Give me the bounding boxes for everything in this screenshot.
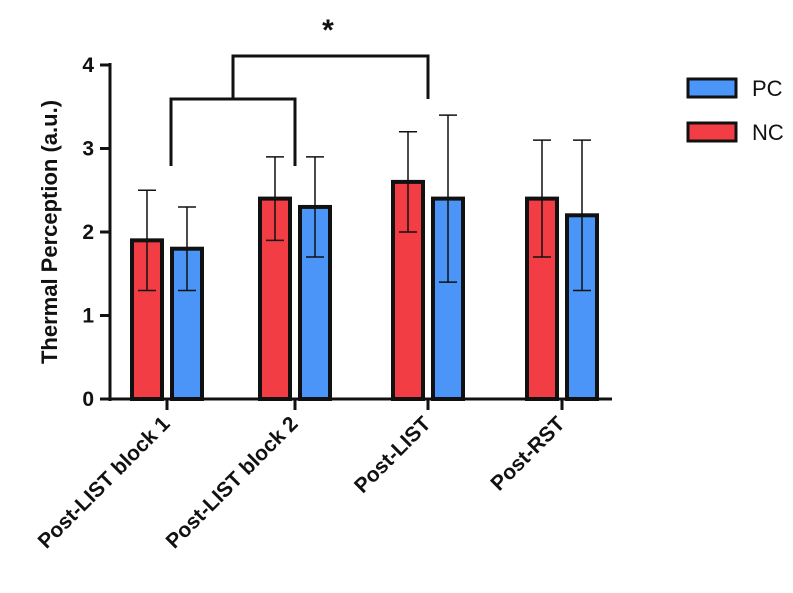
- y-tick-label: 0: [82, 388, 94, 411]
- legend-swatch-nc: [686, 121, 738, 143]
- legend-swatch-pc: [686, 77, 738, 99]
- error-bar-nc-2: [266, 156, 284, 242]
- legend-label-nc: NC: [752, 120, 784, 145]
- error-bar-nc-1: [138, 189, 156, 292]
- significance-bracket-1: [169, 97, 297, 166]
- y-tick-label: 1: [82, 305, 94, 328]
- error-bars-layer: [138, 114, 591, 292]
- error-bar-pc-4: [573, 139, 591, 292]
- error-bar-nc-4: [533, 139, 551, 258]
- y-tick-label: 4: [82, 54, 94, 77]
- y-tick-label: 3: [82, 138, 94, 161]
- bar-nc-4: [525, 196, 559, 401]
- significance-bracket-2: [231, 54, 430, 99]
- error-bar-pc-2: [306, 156, 324, 258]
- legend: PC NC: [686, 76, 784, 145]
- bars-layer: [130, 179, 599, 401]
- x-category-label: Post-RST: [486, 412, 569, 495]
- y-axis-title: Thermal Perception (a.u.): [37, 100, 62, 364]
- significance-asterisk: *: [322, 14, 334, 47]
- x-category-label: Post-LIST block 2: [162, 412, 303, 553]
- y-tick-label: 2: [82, 221, 94, 244]
- error-bar-pc-3: [439, 114, 457, 283]
- legend-label-pc: PC: [752, 76, 783, 101]
- error-bar-pc-1: [178, 206, 196, 292]
- significance-brackets-layer: *: [169, 14, 430, 166]
- error-bar-nc-3: [399, 131, 417, 233]
- x-category-label: Post-LIST: [350, 412, 436, 498]
- x-category-label: Post-LIST block 1: [34, 412, 175, 553]
